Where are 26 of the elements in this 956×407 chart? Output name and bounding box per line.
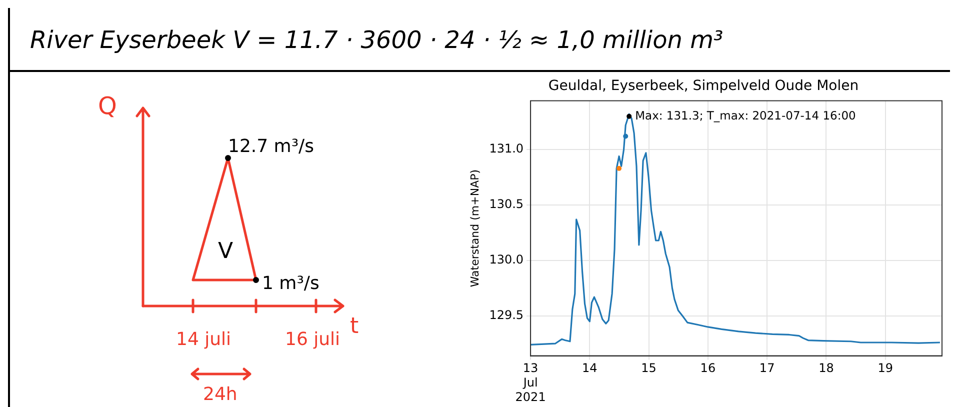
y-axis-title: Waterstand (m+NAP) — [468, 169, 482, 288]
x-tick-label: 14 — [582, 361, 598, 376]
x-tick-label: 18 — [818, 361, 834, 376]
chart-title: Geuldal, Eyserbeek, Simpelveld Oude Molen — [548, 78, 859, 94]
text: 1 m³/s — [262, 273, 320, 294]
y-tick-label: 131.0 — [489, 142, 524, 156]
text: River Eyserbeek V = 11.7 · 3600 · 24 · ½ ≈ 1,0 million m³ — [30, 26, 724, 54]
x-tick-label: 13 Jul 2021 — [515, 361, 546, 404]
y-tick-label: 129.5 — [489, 308, 524, 322]
x-tick-label: 15 — [641, 361, 656, 376]
point — [616, 166, 622, 171]
text: 24h — [203, 384, 238, 405]
text: Q — [98, 92, 117, 120]
x-tick-label: 19 — [878, 361, 893, 376]
annotation: Max: 131.3; T_max: 2021-07-14 16:00 — [635, 108, 856, 122]
y-tick-label: 130.0 — [489, 252, 524, 267]
x-tick-label: 17 — [759, 361, 775, 376]
text: 14 juli — [176, 329, 232, 350]
x-tick-label: 16 — [700, 361, 716, 376]
text: 12.7 m³/s — [228, 136, 314, 157]
point — [626, 114, 632, 119]
text: V — [218, 239, 234, 264]
y-tick-label: 130.5 — [489, 197, 524, 212]
text: t — [350, 314, 359, 339]
text: 16 juli — [285, 329, 340, 350]
point — [623, 134, 628, 139]
